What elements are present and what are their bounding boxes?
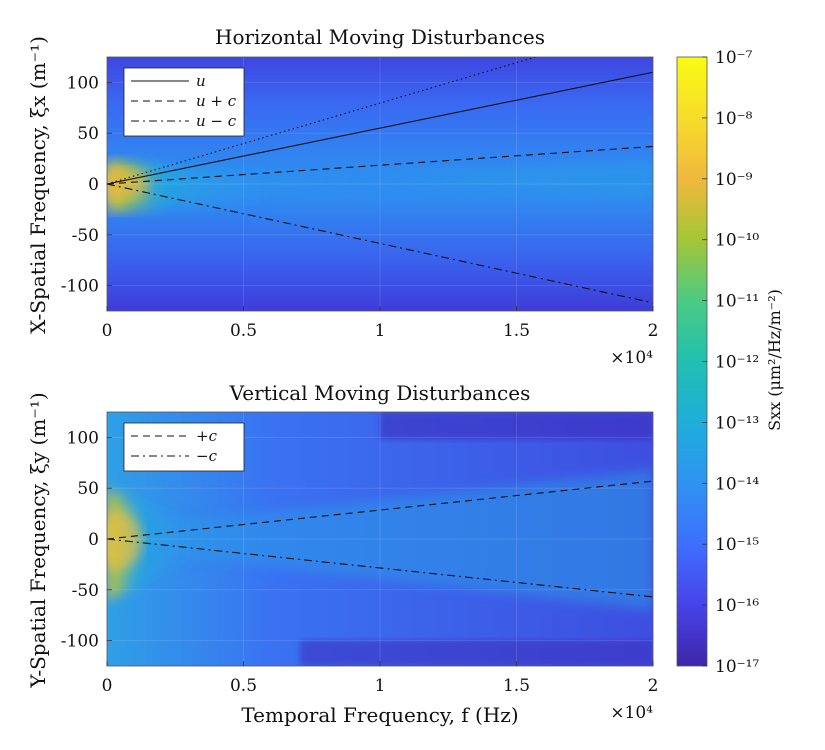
colorbar-tick-label: 10⁻¹⁵ [715, 535, 759, 555]
bottom-y-tick-label: 0 [88, 530, 99, 550]
top-x-tick-label: 0 [102, 321, 113, 341]
horizontal-disturbance-plot: Horizontal Moving Disturbances 100 50 0 -50… [26, 25, 658, 368]
bottom-legend: +c −c [123, 422, 245, 472]
top-legend-label: u − c [196, 112, 237, 130]
top-origin-hotspot [107, 168, 148, 200]
bottom-series-dashdot [107, 538, 653, 598]
top-y-axis-label: X-Spatial Frequency, ξx (m⁻¹) [26, 36, 50, 334]
bottom-top-dark-band [380, 412, 653, 440]
top-y-axis: 100 50 0 -50 -100 [61, 73, 112, 297]
bottom-x-tick-label: 0 [102, 676, 113, 696]
top-energy-band [107, 160, 260, 212]
bottom-y-axis: 100 50 0 -50 -100 [61, 428, 112, 652]
colorbar-tick-label: 10⁻¹¹ [715, 292, 759, 312]
top-plot-title: Horizontal Moving Disturbances [215, 25, 545, 49]
bottom-lower-dark-band [300, 640, 653, 666]
bottom-y-tick-label: 50 [77, 479, 99, 499]
colorbar-tick-label: 10⁻⁷ [715, 48, 753, 68]
colorbar-tick-label: 10⁻⁹ [715, 170, 753, 190]
top-y-tick-label: 50 [77, 124, 99, 144]
bottom-y-tick-label: 100 [67, 428, 99, 448]
bottom-x-tick-label: 0.5 [230, 676, 257, 696]
bottom-plot-title: Vertical Moving Disturbances [229, 381, 531, 405]
bottom-series-dashed [107, 480, 653, 540]
bottom-x-multiplier: ×10⁴ [610, 703, 653, 723]
top-x-tick-label: 2 [648, 321, 659, 341]
top-legend-label: u + c [196, 92, 237, 110]
bottom-y-tick-label: -100 [61, 632, 99, 652]
colorbar-label: Sxx (μm²/Hz/m⁻²) [765, 289, 784, 431]
bottom-y-axis-label: Y-Spatial Frequency, ξy (m⁻¹) [26, 392, 50, 688]
colorbar-tick-label: 10⁻¹⁴ [715, 474, 759, 494]
top-x-axis: 0 0.5 1 1.5 2 [102, 306, 659, 341]
top-x-tick-label: 0.5 [230, 321, 257, 341]
colorbar-tick-label: 10⁻¹² [715, 353, 759, 373]
colorbar-tick-label: 10⁻¹³ [715, 413, 759, 433]
bottom-x-tick-label: 2 [648, 676, 659, 696]
colorbar: 10⁻⁷ 10⁻⁸ 10⁻⁹ 10⁻¹⁰ 10⁻¹¹ 10⁻¹² 10⁻¹³ 10⁻¹⁴ 10⁻… [676, 48, 784, 677]
top-legend-label: u [196, 72, 206, 90]
bottom-x-tick-label: 1 [375, 676, 386, 696]
top-series-dashdot [107, 183, 653, 304]
colorbar-tick-label: 10⁻¹⁶ [715, 596, 759, 616]
bottom-series-lines [107, 412, 653, 666]
colorbar-tick-label: 10⁻⁸ [715, 109, 753, 129]
top-y-tick-label: -100 [61, 277, 99, 297]
colorbar-ticks: 10⁻⁷ 10⁻⁸ 10⁻⁹ 10⁻¹⁰ 10⁻¹¹ 10⁻¹² 10⁻¹³ 10⁻¹⁴ 10⁻… [702, 48, 759, 677]
top-legend-box [123, 67, 245, 137]
top-y-tick-label: 100 [67, 73, 99, 93]
bottom-legend-label: +c [196, 427, 218, 445]
top-series-dashed [107, 145, 653, 185]
top-y-tick-label: 0 [88, 175, 99, 195]
top-x-multiplier: ×10⁴ [610, 348, 653, 368]
bottom-y-tick-label: -50 [72, 581, 99, 601]
top-x-tick-label: 1 [375, 321, 386, 341]
vertical-disturbance-plot: Vertical Moving Disturbances 100 50 0 -50 -1… [26, 381, 658, 727]
bottom-x-tick-label: 1.5 [503, 676, 530, 696]
top-x-tick-label: 1.5 [503, 321, 530, 341]
top-y-tick-label: -50 [72, 226, 99, 246]
top-series-solid [107, 71, 653, 185]
bottom-spectral-wedge [107, 470, 653, 610]
bottom-origin-hotspot [107, 510, 142, 570]
bottom-legend-box [123, 422, 245, 472]
colorbar-tick-label: 10⁻¹⁷ [715, 657, 759, 677]
bottom-x-axis-label: Temporal Frequency, f (Hz) [241, 703, 518, 727]
bottom-legend-label: −c [196, 447, 218, 465]
bottom-x-axis: 0 0.5 1 1.5 2 [102, 661, 659, 696]
top-heatmap [107, 57, 653, 311]
top-legend: u u + c u − c [123, 67, 245, 137]
colorbar-tick-label: 10⁻¹⁰ [715, 231, 759, 251]
